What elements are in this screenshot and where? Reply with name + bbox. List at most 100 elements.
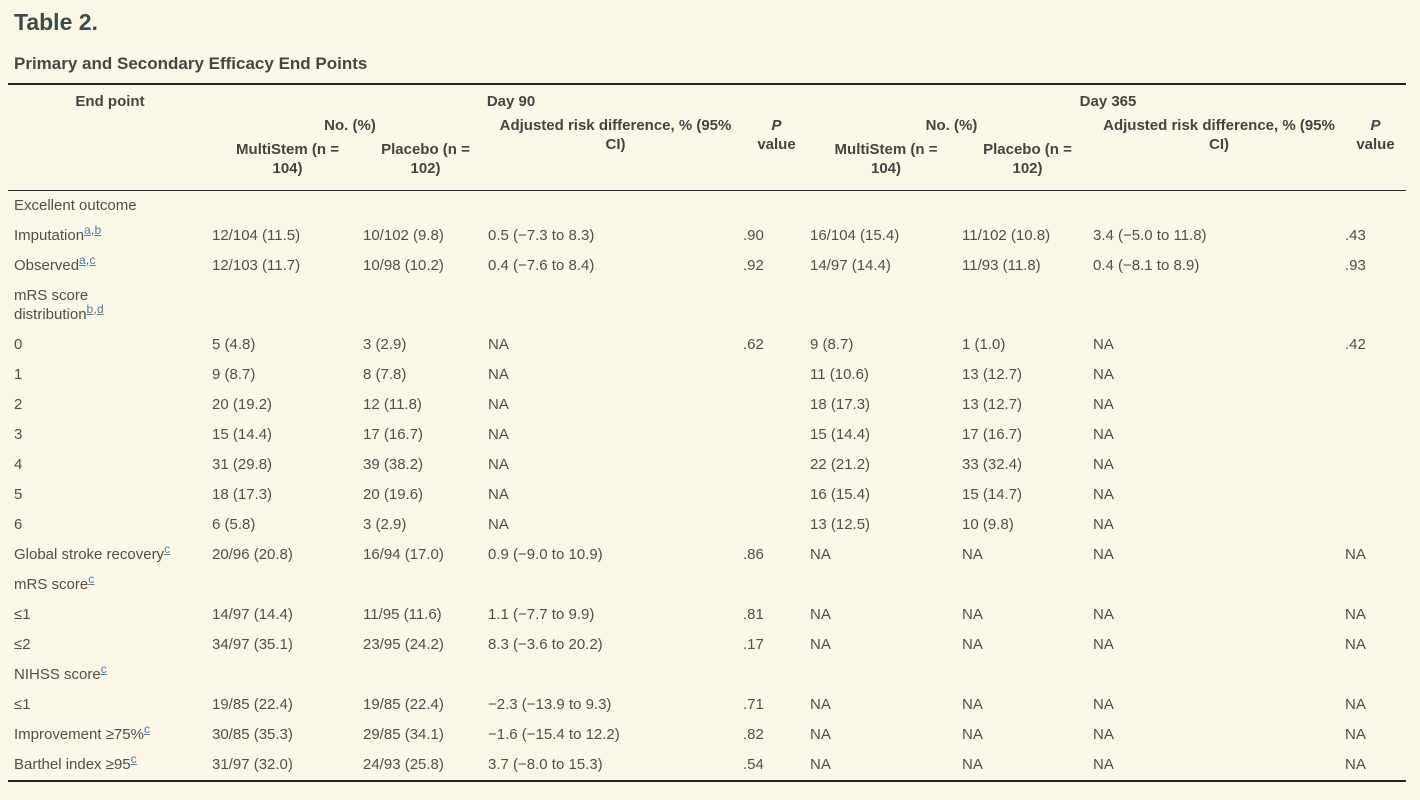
data-cell [1093,570,1345,600]
table-row: ≤1 14/97 (14.4) 11/95 (11.6) 1.1 (−7.7 to 9… [8,600,1406,630]
table-row: 4 31 (29.8) 39 (38.2) NA 22 (21.2) 33 (32.4) N… [8,450,1406,480]
data-cell [743,570,810,600]
data-cell: 15 (14.4) [810,426,871,443]
data-cell: 0.5 (−7.3 to 8.3) [488,227,595,244]
data-cell: 3 (2.9) [363,516,407,533]
data-cell: NA [1345,546,1366,563]
footnote-refs: b,d [87,302,104,316]
data-cell [1345,510,1406,540]
data-cell: NA [1093,456,1114,473]
footnote-link-c[interactable]: c [100,662,107,676]
data-cell: −1.6 (−15.4 to 12.2) [488,726,620,743]
endpoint-label: Observeda,c [14,253,96,274]
footnote-link-a[interactable]: a [84,223,91,237]
table-row: Barthel index ≥95c 31/97 (32.0) 24/93 (25.… [8,750,1406,781]
data-cell: 8 (7.8) [363,366,407,383]
table-row: 0 5 (4.8) 3 (2.9) NA .62 9 (8.7) 1 (1.0) NA .42 [8,330,1406,360]
endpoint-label: ≤1 [14,696,31,713]
data-cell [212,660,363,690]
table-row: Improvement ≥75%c 30/85 (35.3) 29/85 (34.1… [8,720,1406,750]
data-cell: NA [962,606,983,623]
data-cell: .92 [743,257,764,274]
data-cell: NA [1345,756,1366,773]
data-cell: 10/98 (10.2) [363,257,444,274]
header-multistem-day90: MultiStem (n = 104) [236,141,339,177]
header-placebo-day90: Placebo (n = 102) [381,141,470,177]
table-header: End point Day 90 Day 365 No. (%) Adjuste… [8,84,1407,191]
data-cell [1345,660,1406,690]
endpoint-label: Global stroke recoveryc [14,542,171,563]
footnote-link-b[interactable]: b [94,223,102,237]
data-cell [1345,420,1406,450]
endpoint-label: 6 [14,516,23,533]
footnote-link-c[interactable]: c [143,722,151,736]
endpoint-label: 5 [14,486,23,503]
data-cell: 14/97 (14.4) [810,257,891,274]
endpoint-label: Barthel index ≥95c [14,752,137,773]
footnote-refs: c [88,572,94,586]
data-cell [212,570,363,600]
data-cell: 20 (19.6) [363,486,424,503]
data-cell: NA [1345,726,1366,743]
data-cell: NA [488,516,509,533]
data-cell: .42 [1345,336,1366,353]
table-row: Observeda,c 12/103 (11.7) 10/98 (10.2) 0.4 … [8,251,1406,281]
data-cell [743,390,810,420]
data-cell: NA [962,546,983,563]
value-label: value [757,136,796,153]
footnote-refs: c [101,662,107,676]
footnote-link-d[interactable]: d [96,302,104,316]
data-cell: 0.4 (−7.6 to 8.4) [488,257,595,274]
data-cell: NA [962,756,983,773]
data-cell: NA [1093,636,1114,653]
data-cell [1345,570,1406,600]
footnote-link-c[interactable]: c [164,542,171,556]
data-cell: 15 (14.4) [212,426,273,443]
data-cell: NA [810,606,831,623]
footnote-link-a[interactable]: a [79,253,86,267]
data-cell [363,660,488,690]
endpoint-label: 1 [14,366,23,383]
data-cell: 3.4 (−5.0 to 11.8) [1093,227,1207,244]
endpoint-label: ≤1 [14,606,31,623]
data-cell: NA [1093,396,1114,413]
table-row: mRS scorec [8,570,1406,600]
data-cell: .93 [1345,257,1366,274]
table-row: mRS score distributionb,d [8,281,1406,330]
data-cell [962,570,1093,600]
table-row: ≤1 19/85 (22.4) 19/85 (22.4) −2.3 (−13.9 to… [8,690,1406,720]
footnote-link-b[interactable]: b [86,302,94,316]
header-placebo-day365: Placebo (n = 102) [983,141,1072,177]
data-cell [962,660,1093,690]
data-cell [363,191,488,222]
header-endpoint: End point [75,93,145,110]
table-row: Imputationa,b 12/104 (11.5) 10/102 (9.8) 0.… [8,221,1406,251]
data-cell [488,570,743,600]
data-cell: 16 (15.4) [810,486,871,503]
data-cell: 6 (5.8) [212,516,256,533]
footnote-link-c[interactable]: c [130,752,137,766]
data-cell: 1 (1.0) [962,336,1006,353]
footnote-link-c[interactable]: c [88,572,95,586]
table-row: ≤2 34/97 (35.1) 23/95 (24.2) 8.3 (−3.6 to 2… [8,630,1406,660]
data-cell [962,191,1093,222]
endpoint-label: 0 [14,336,23,353]
data-cell: 29/85 (34.1) [363,726,444,743]
data-cell [743,191,810,222]
data-cell: 17 (16.7) [363,426,424,443]
data-cell: 22 (21.2) [810,456,871,473]
footnote-link-c[interactable]: c [89,253,96,267]
data-cell: 23/95 (24.2) [363,636,444,653]
data-cell: NA [1093,516,1114,533]
page: Table 2. Primary and Secondary Efficacy … [8,9,1407,782]
table-row: Excellent outcome [8,191,1406,222]
footnote-refs: a,c [79,253,96,267]
data-cell [743,660,810,690]
table-row: NIHSS scorec [8,660,1406,690]
data-cell: −2.3 (−13.9 to 9.3) [488,696,612,713]
data-cell: 20/96 (20.8) [212,546,293,563]
data-cell [743,281,810,330]
data-cell: .17 [743,636,764,653]
data-cell: .71 [743,696,764,713]
data-cell [1345,390,1406,420]
